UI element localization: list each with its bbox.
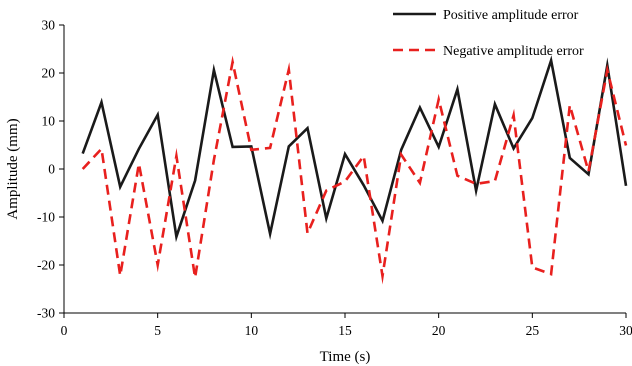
- x-tick-label: 0: [61, 323, 68, 338]
- y-tick-label: -30: [37, 306, 55, 321]
- series-layer: [81, 55, 628, 286]
- x-tick-label: 30: [619, 323, 632, 338]
- y-tick-label: 30: [42, 18, 56, 33]
- y-tick-label: 10: [42, 114, 56, 129]
- x-tick-label: 10: [245, 323, 259, 338]
- y-tick-label: -20: [37, 258, 55, 273]
- y-tick-label: -10: [37, 210, 55, 225]
- series-line-1: [81, 55, 628, 243]
- legend-label-1: Positive amplitude error: [443, 8, 579, 23]
- y-tick-label: 0: [48, 162, 55, 177]
- legend: Positive amplitude error Negative amplitu…: [393, 8, 584, 59]
- axes: -30 -20 -10 0 10 20 30 0 5 10 15 20 25 30: [37, 18, 632, 339]
- x-tick-label: 15: [338, 323, 352, 338]
- x-tick-label: 20: [432, 323, 446, 338]
- x-axis-title: Time (s): [320, 349, 371, 365]
- x-tick-label: 5: [154, 323, 161, 338]
- series-line-2: [81, 55, 628, 286]
- y-axis-title: Amplitude (mm): [5, 118, 21, 219]
- y-tick-label: 20: [42, 66, 56, 81]
- legend-label-2: Negative amplitude error: [443, 44, 584, 59]
- x-tick-label: 25: [526, 323, 540, 338]
